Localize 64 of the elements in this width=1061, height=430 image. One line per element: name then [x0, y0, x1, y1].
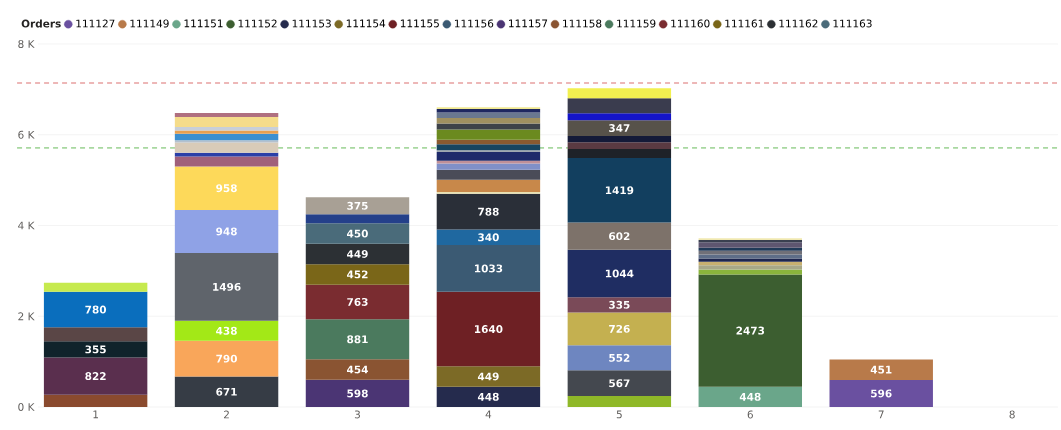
data-label: 452: [347, 270, 368, 279]
data-label: 347: [609, 124, 630, 132]
legend-label: 111152: [238, 19, 277, 28]
data-label: 1640: [474, 325, 503, 334]
data-label: 790: [216, 354, 237, 363]
legend-label: 111162: [779, 19, 818, 28]
data-label: 726: [609, 324, 630, 333]
data-label: 448: [739, 392, 761, 401]
data-label: 822: [85, 372, 106, 381]
legend-label: 111160: [671, 19, 710, 28]
legend-label: 111127: [76, 19, 115, 28]
data-label: 340: [478, 233, 499, 242]
data-label: 454: [347, 365, 368, 374]
legend-label: 111155: [400, 19, 439, 28]
data-label: 763: [347, 298, 368, 306]
y-tick-label: 0 K: [18, 403, 35, 411]
legend-title: Orders: [21, 19, 61, 28]
legend-label: 111156: [454, 19, 494, 28]
data-label: 451: [870, 365, 892, 374]
data-label: 448: [477, 392, 499, 401]
legend-label: 111154: [346, 19, 386, 28]
data-label: 788: [478, 207, 499, 216]
legend-label: 111163: [833, 19, 872, 28]
y-tick-label: 8 K: [18, 40, 35, 48]
data-label: 567: [609, 379, 630, 388]
data-label: 449: [477, 372, 499, 381]
data-label: 2473: [736, 326, 765, 335]
y-tick-label: 6 K: [18, 130, 35, 139]
data-label: 438: [216, 326, 237, 335]
data-label: 596: [871, 389, 892, 398]
legend-label: 111153: [292, 19, 331, 28]
x-tick-label: 4: [485, 410, 492, 419]
data-label: 881: [347, 335, 368, 344]
x-tick-label: 6: [747, 410, 753, 419]
data-label: 958: [216, 184, 237, 193]
data-label: 780: [85, 305, 107, 314]
data-label: 1044: [605, 269, 634, 278]
data-label: 375: [347, 201, 368, 210]
data-label: 602: [609, 232, 630, 241]
data-label: 1496: [213, 282, 241, 291]
data-label: 335: [609, 300, 630, 309]
x-tick-label: 3: [354, 410, 360, 419]
x-tick-label: 1: [93, 410, 98, 419]
legend-label: 111159: [617, 19, 656, 28]
data-label: 1419: [605, 186, 634, 195]
y-tick-label: 2 K: [18, 312, 35, 321]
y-tick-label: 4 K: [18, 221, 35, 230]
data-label: 948: [216, 227, 237, 236]
data-label: 552: [609, 353, 630, 362]
data-label: 355: [85, 345, 106, 354]
legend-label: 111157: [509, 19, 548, 28]
legend-label: 111161: [725, 19, 764, 28]
x-tick-label: 2: [223, 410, 229, 419]
x-tick-label: 8: [1009, 410, 1015, 419]
x-tick-label: 7: [878, 410, 884, 419]
data-label: 1033: [474, 264, 503, 273]
legend-label: 111158: [563, 19, 602, 28]
legend-label: 111151: [184, 19, 223, 28]
data-label: 598: [347, 389, 368, 398]
legend-label: 111149: [130, 19, 169, 28]
data-label: 449: [347, 250, 368, 258]
x-tick-label: 5: [616, 410, 622, 419]
data-label: 671: [216, 387, 237, 396]
data-label: 450: [347, 229, 368, 238]
